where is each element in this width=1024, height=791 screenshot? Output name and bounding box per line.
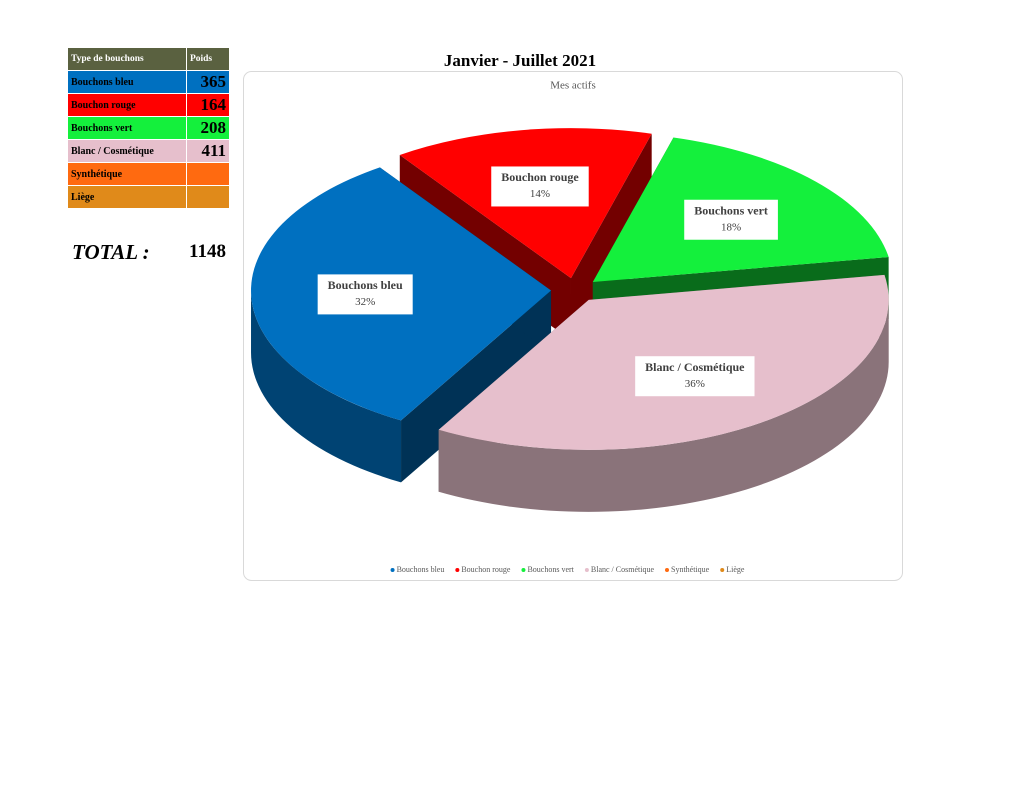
type-cell: Liège bbox=[67, 185, 187, 209]
label-category: Bouchons vert bbox=[694, 203, 768, 217]
table-row: Blanc / Cosmétique 411 bbox=[67, 139, 231, 163]
weight-cell bbox=[185, 185, 231, 209]
legend-label: Bouchons vert bbox=[527, 565, 574, 574]
type-cell: Blanc / Cosmétique bbox=[67, 139, 187, 163]
weight-cell: 365 bbox=[185, 70, 231, 94]
table-row: Bouchons vert 208 bbox=[67, 116, 231, 140]
weight-cell bbox=[185, 162, 231, 186]
table-row: Bouchon rouge 164 bbox=[67, 93, 231, 117]
chart-title: Janvier - Juillet 2021 bbox=[444, 51, 596, 70]
legend-marker bbox=[455, 568, 460, 572]
type-cell: Bouchons vert bbox=[67, 116, 187, 140]
type-cell: Synthétique bbox=[67, 162, 187, 186]
label-box bbox=[317, 274, 413, 315]
label-category: Bouchons bleu bbox=[328, 278, 403, 292]
legend-marker bbox=[584, 568, 589, 572]
legend-label: Bouchon rouge bbox=[461, 565, 511, 574]
weight-cell: 411 bbox=[185, 139, 231, 163]
slice-side bbox=[570, 133, 652, 341]
data-label: Bouchon rouge 14% bbox=[491, 166, 589, 207]
legend-marker bbox=[390, 568, 395, 572]
label-box bbox=[684, 199, 778, 240]
legend-label: Liège bbox=[726, 565, 745, 574]
label-category: Bouchon rouge bbox=[501, 170, 579, 184]
table-body: Bouchons bleu 365 Bouchon rouge 164 Bouchons… bbox=[67, 70, 231, 209]
label-box bbox=[635, 356, 755, 397]
label-category: Blanc / Cosmétique bbox=[645, 360, 745, 374]
label-box bbox=[491, 166, 589, 207]
legend-marker bbox=[521, 568, 526, 572]
table-row: Synthétique bbox=[67, 162, 231, 186]
slice-wall bbox=[251, 290, 402, 483]
table-header: Type de bouchons Poids bbox=[67, 47, 231, 71]
legend-label: Bouchons bleu bbox=[397, 565, 445, 574]
label-value: 32% bbox=[355, 296, 375, 308]
data-table: Type de bouchons Poids Bouchons bleu 365 B… bbox=[67, 47, 231, 209]
label-value: 18% bbox=[721, 221, 741, 233]
legend-label: Blanc / Cosmétique bbox=[591, 565, 655, 574]
legend-marker bbox=[720, 568, 725, 572]
label-value: 36% bbox=[685, 378, 705, 390]
table-row: Liège bbox=[67, 185, 231, 209]
header-cell: Poids bbox=[185, 47, 231, 71]
chart-subtitle: Mes actifs bbox=[550, 80, 596, 92]
data-label: Bouchons bleu 32% bbox=[317, 274, 413, 315]
data-label: Bouchons vert 18% bbox=[684, 199, 778, 240]
weight-cell: 164 bbox=[185, 93, 231, 117]
slice-side bbox=[401, 290, 552, 483]
legend-marker bbox=[665, 568, 669, 572]
type-cell: Bouchon rouge bbox=[67, 93, 187, 117]
header-cell: Type de bouchons bbox=[67, 47, 187, 71]
data-label: Blanc / Cosmétique 36% bbox=[635, 356, 755, 397]
label-value: 14% bbox=[530, 188, 550, 200]
total-label: TOTAL : bbox=[72, 240, 150, 264]
table-row: Bouchons bleu 365 bbox=[67, 70, 231, 94]
legend: Bouchons bleu Bouchon rouge Bouchons vert B… bbox=[390, 565, 745, 574]
total-value: 1148 bbox=[189, 241, 226, 262]
type-cell: Bouchons bleu bbox=[67, 70, 187, 94]
legend-label: Synthétique bbox=[671, 565, 710, 574]
slice-wall bbox=[438, 299, 889, 512]
